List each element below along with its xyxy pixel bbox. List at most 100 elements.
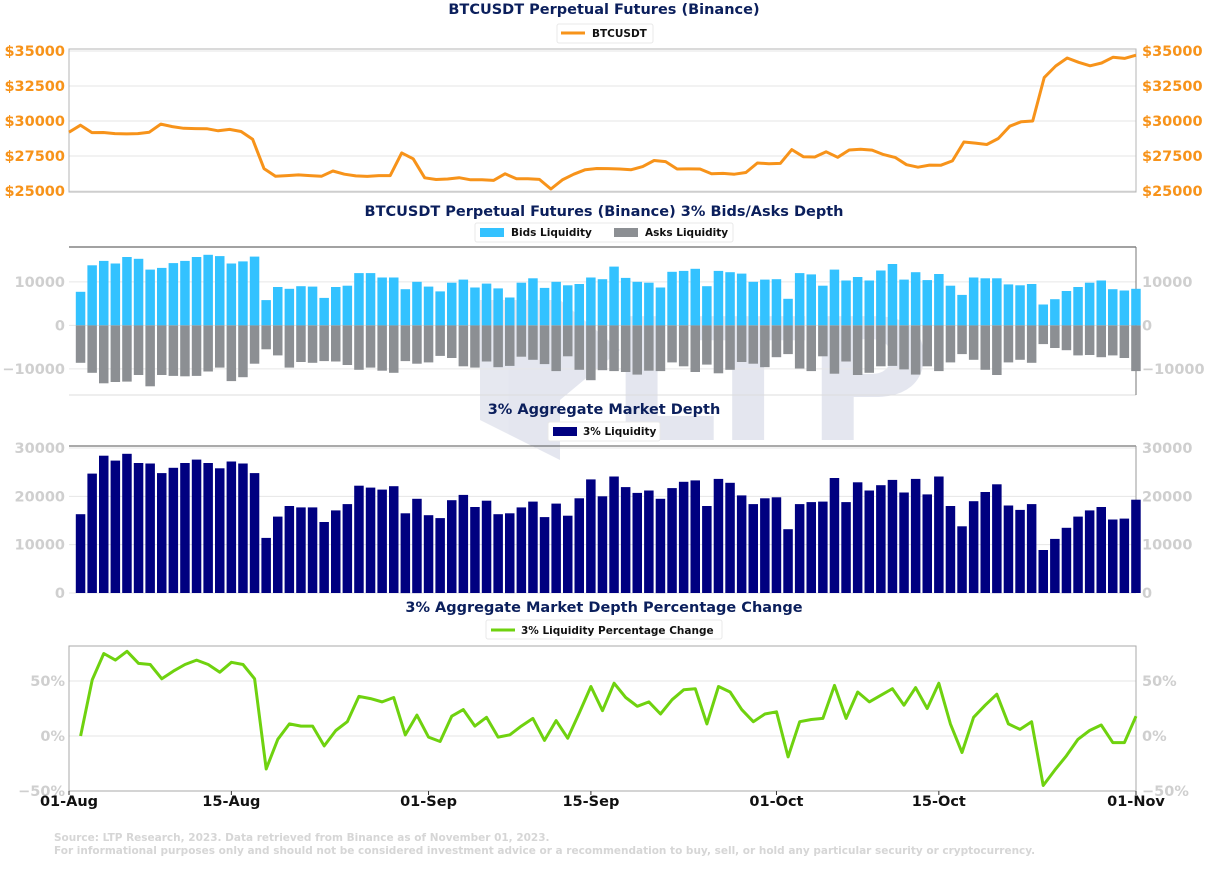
bids-bar [806,274,816,326]
bids-bar [145,269,155,326]
liquidity-bar [400,513,411,594]
bids-bar [945,285,956,326]
x-tick-label: 01-Nov [1107,794,1165,810]
bids-bar [1026,284,1037,326]
asks-bar [1119,325,1130,358]
asks-bar [760,325,770,368]
asks-bar [1003,325,1014,363]
bids-bar [934,274,944,326]
asks-bar [377,325,387,371]
asks-bar [806,325,816,372]
asks-bar [261,325,271,350]
asks-bar [284,325,295,368]
asks-bar [319,325,329,362]
bids-bar [829,269,840,326]
y-tick-label-left: $32500 [4,79,65,95]
liquidity-bar [678,481,689,593]
y-tick-label-right: $25000 [1142,184,1203,200]
liquidity-bar [99,455,109,593]
asks-bar [516,325,527,357]
y-tick-label-left: 20000 [15,489,65,505]
asks-bar [794,325,805,369]
asks-bar [1084,325,1095,355]
asks-bar [736,325,747,362]
legend-label-asks: Asks Liquidity [645,227,728,239]
liquidity-bar [620,487,631,593]
liquidity-bar [122,453,132,593]
liquidity-bar [597,496,608,593]
liquidity-bar [551,503,561,593]
asks-bar [644,325,654,371]
asks-bar [690,325,700,372]
liquidity-bar [481,500,492,593]
liquidity-bar [864,490,874,593]
bids-bar [215,256,225,326]
liquidity-bar [331,510,341,593]
bids-bar [284,288,295,326]
liquidity-bar [145,463,155,593]
y-tick-label-right: 20000 [1142,489,1192,505]
liquidity-bar [435,518,445,593]
watermark-logo-shape [480,300,620,460]
liquidity-bar [261,537,271,593]
asks-bar [957,325,967,355]
liquidity-bar [110,460,121,593]
legend-swatch-bids [480,228,504,237]
liquidity-bar [157,473,167,593]
bids-bar [667,271,677,326]
bids-bar [1131,288,1141,326]
asks-bar [968,325,979,360]
asks-bar [168,325,179,376]
asks-bar [1131,325,1141,372]
bids-bar [794,273,805,326]
bids-bar [75,291,86,326]
bids-bar [319,297,329,326]
bids-bar [157,267,167,326]
footer-source: Source: LTP Research, 2023. Data retriev… [54,832,550,844]
asks-bar [1038,325,1048,345]
asks-bar [273,325,283,356]
bids-bar [678,270,689,326]
asks-bar [876,325,886,367]
bids-bar [516,282,527,326]
asks-bar [922,325,932,367]
asks-bar [400,325,411,362]
liquidity-bar [319,522,329,593]
liquidity-bar [180,463,190,593]
bids-bar [400,289,411,326]
bids-bar [702,286,712,326]
x-tick-label: 15-Sep [562,794,619,810]
asks-bar [1050,325,1060,348]
bids-asks-chart-panel: BTCUSDT Perpetual Futures (Binance) 3% B… [2,204,1205,396]
asks-bar [145,325,155,387]
liquidity-bar [783,529,793,593]
y-tick-label-right: 0% [1142,729,1167,745]
asks-bar [505,325,515,366]
bids-bar [1119,290,1130,326]
y-tick-label-left: 10000 [15,538,65,554]
y-tick-label-right: −50% [1142,784,1189,800]
price-chart-panel: BTCUSDT Perpetual Futures (Binance) BTCU… [4,2,1202,200]
liquidity-bar [203,463,213,593]
bids-bar [1050,299,1060,326]
legend-box [547,421,661,442]
liquidity-bar [910,478,921,593]
asks-bar [238,325,248,378]
bids-bar [342,285,353,326]
bids-bar [783,298,793,326]
asks-bar [435,325,445,356]
asks-bar [354,325,364,370]
asks-bar [771,325,782,358]
bids-bar [203,254,213,326]
pct-change-line [79,649,1138,787]
liquidity-bar [609,476,619,593]
asks-bar [748,325,758,364]
legend-label-bids: Bids Liquidity [511,227,592,239]
liquidity-bar [87,473,97,593]
y-tick-label-left: 0 [55,586,65,602]
asks-bar [447,325,457,358]
liquidity-bar [736,495,747,593]
liquidity-bar [980,492,990,593]
liquidity-bar [713,478,724,593]
asks-bar [133,325,144,375]
